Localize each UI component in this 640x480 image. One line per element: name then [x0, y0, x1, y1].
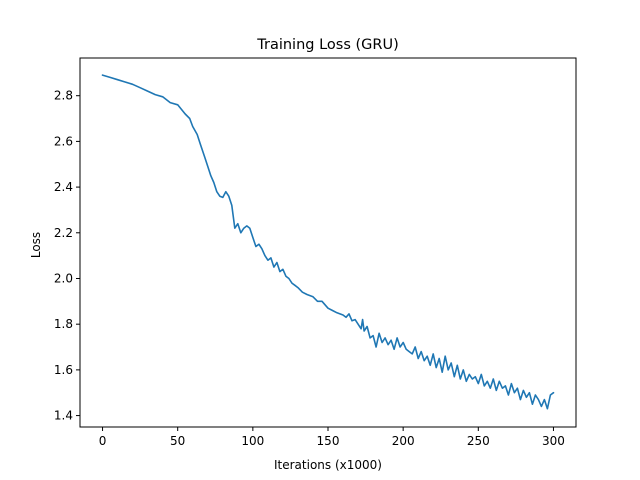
y-tick-label: 1.4	[54, 409, 73, 423]
x-tick-label: 250	[467, 434, 490, 448]
x-tick-label: 200	[392, 434, 415, 448]
chart-title: Training Loss (GRU)	[256, 37, 398, 53]
x-axis-ticks: 0 50 100 150 200 250 300	[99, 427, 565, 448]
y-tick-label: 1.8	[54, 317, 73, 331]
series-line-0	[101, 74, 555, 410]
y-axis-label: Loss	[29, 232, 43, 258]
x-tick-label: 150	[317, 434, 340, 448]
x-tick-label: 0	[99, 434, 107, 448]
x-tick-label: 100	[241, 434, 264, 448]
x-tick-label: 300	[542, 434, 565, 448]
y-tick-label: 2.6	[54, 134, 73, 148]
y-tick-label: 2.8	[54, 89, 73, 103]
x-tick-label: 50	[170, 434, 185, 448]
x-axis-label: Iterations (x1000)	[274, 458, 382, 472]
axes-frame	[79, 57, 577, 428]
y-axis-ticks: 1.4 1.6 1.8 2.0 2.2 2.4 2.6 2.8	[54, 89, 80, 423]
plot-area	[101, 74, 555, 410]
y-tick-label: 2.0	[54, 271, 73, 285]
y-tick-label: 2.2	[54, 226, 73, 240]
y-tick-label: 2.4	[54, 180, 73, 194]
y-tick-label: 1.6	[54, 363, 73, 377]
